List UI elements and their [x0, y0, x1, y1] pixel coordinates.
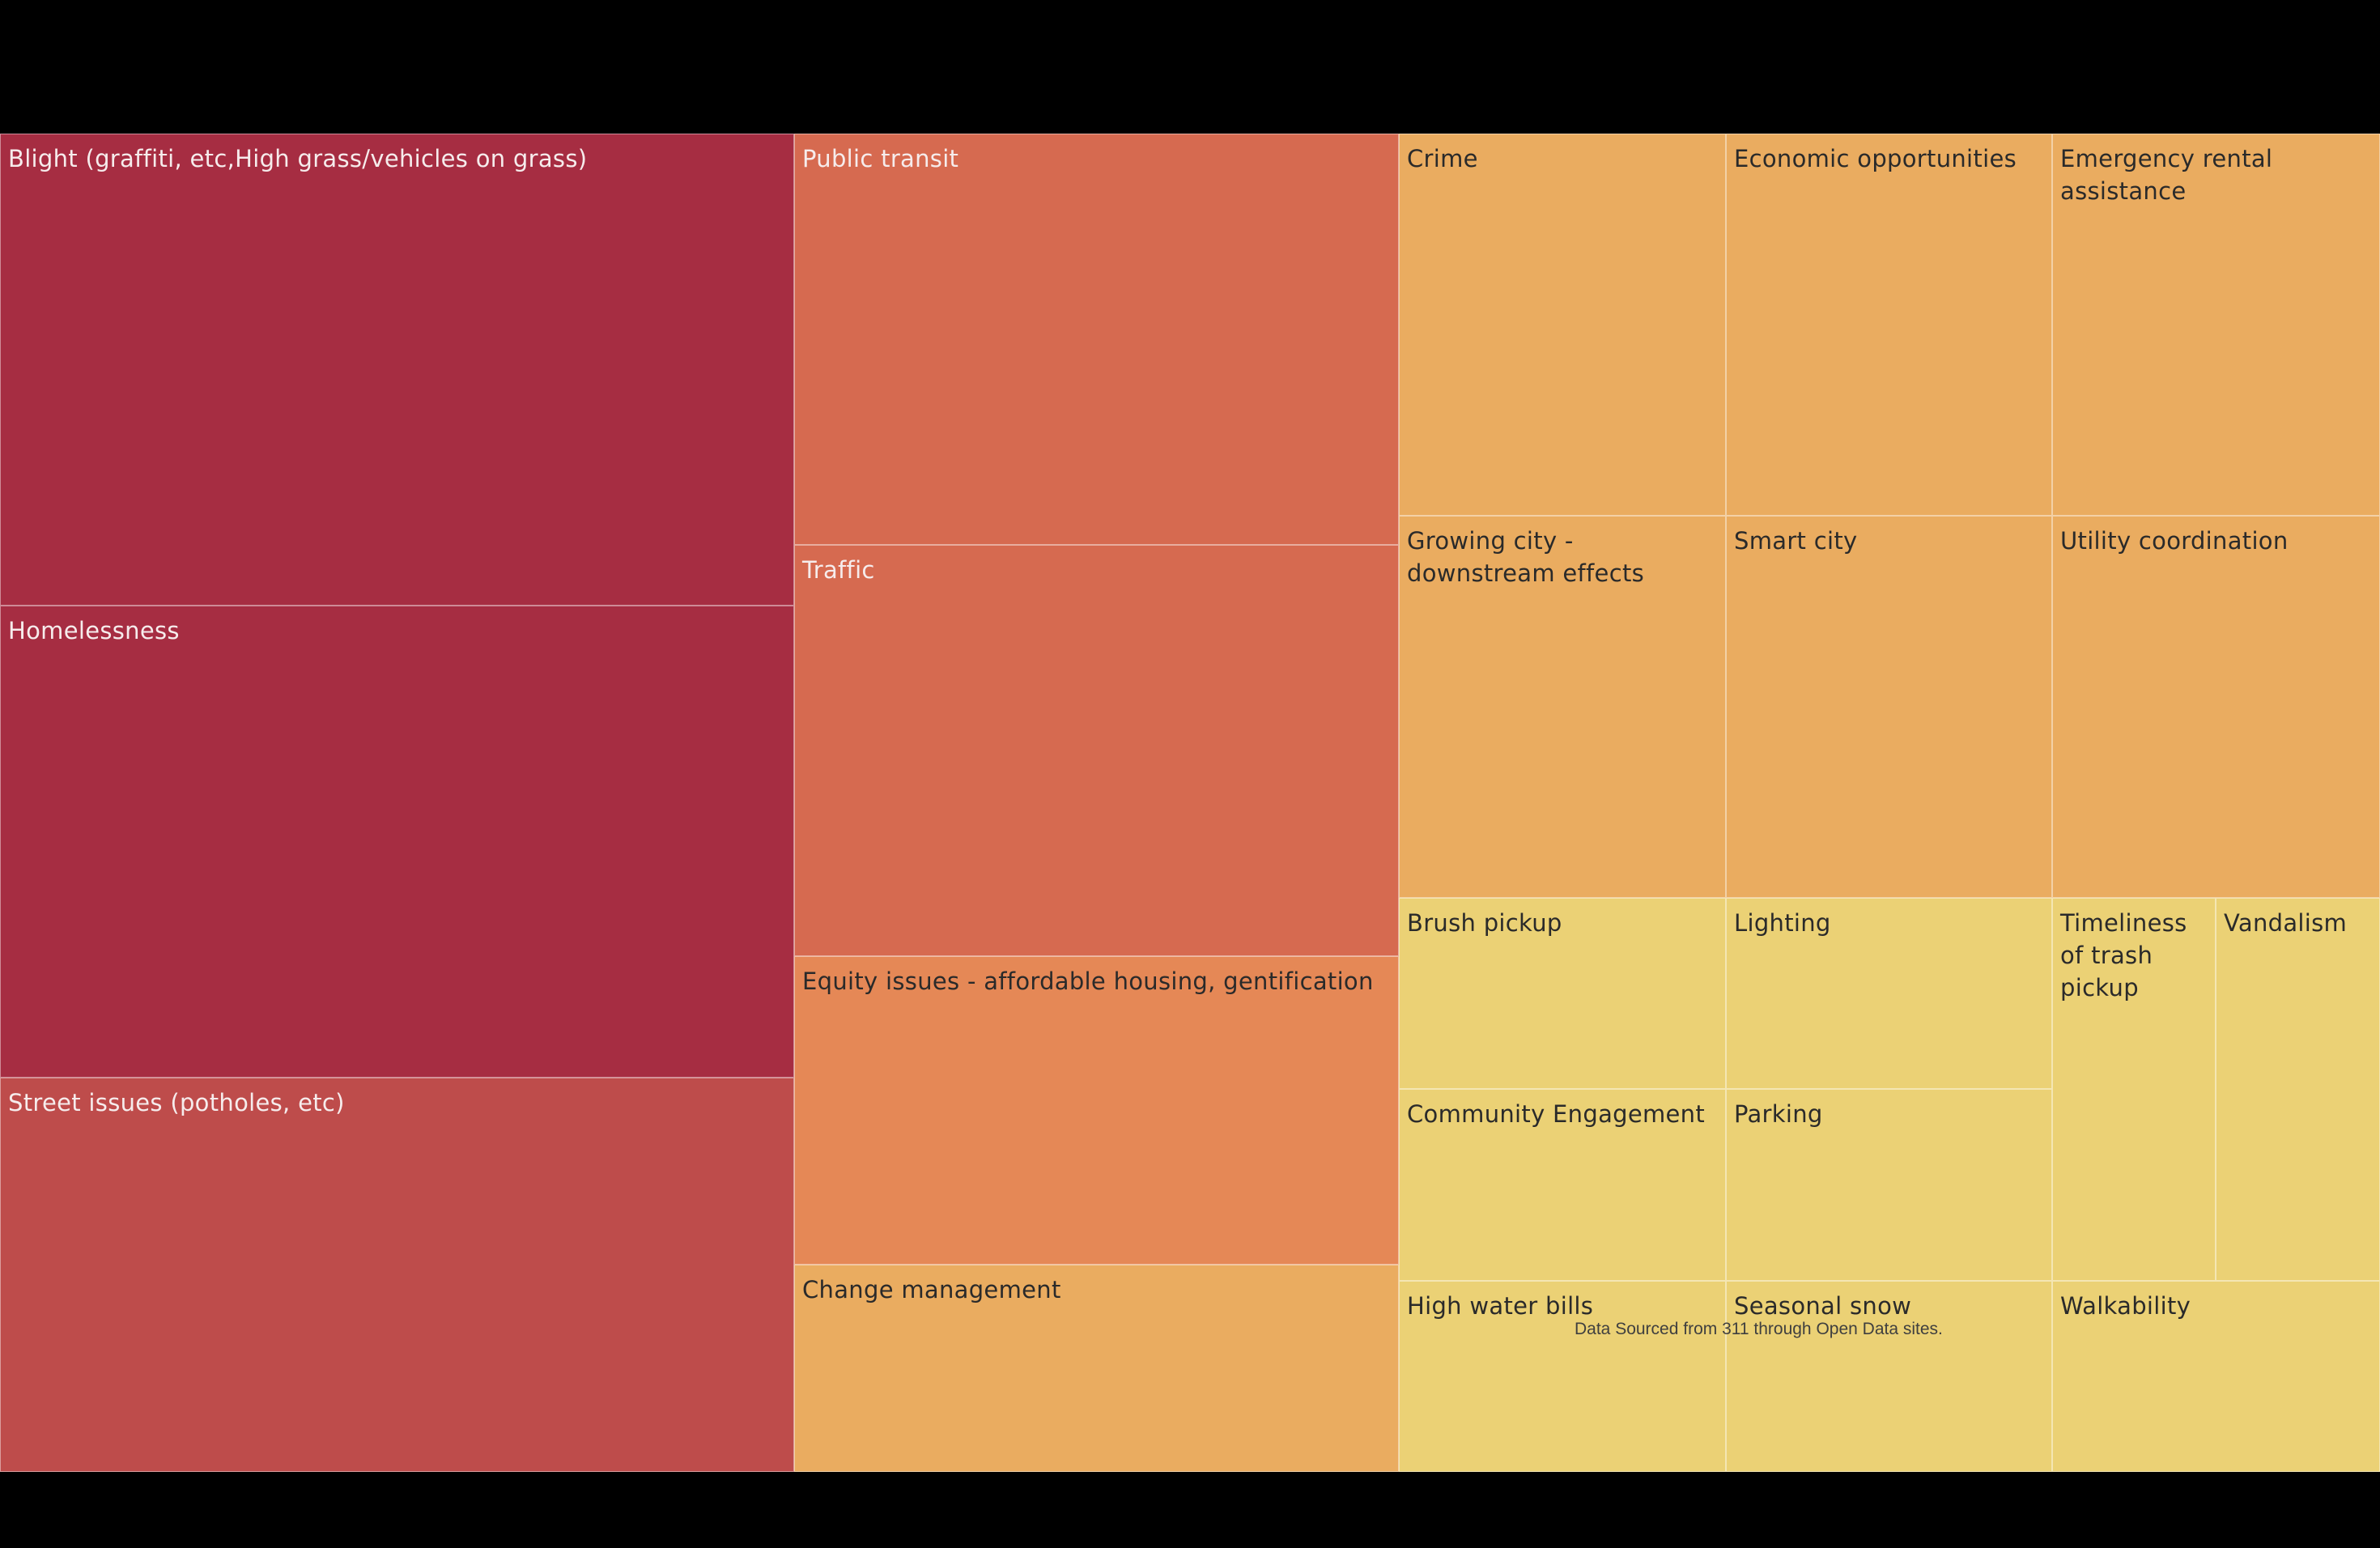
treemap-tile-traffic[interactable]: Traffic [794, 545, 1399, 956]
treemap-tile-label: Timeliness of trash pickup [2060, 909, 2187, 1002]
treemap-tile-growing-city-downstream-effects[interactable]: Growing city - downstream effects [1399, 516, 1726, 898]
treemap-tile-label: Utility coordination [2060, 527, 2289, 555]
treemap-tile-label: Equity issues - affordable housing, gent… [802, 968, 1374, 995]
treemap-tile-emergency-rental-assistance[interactable]: Emergency rental assistance [2052, 134, 2380, 516]
treemap-tile-public-transit[interactable]: Public transit [794, 134, 1399, 545]
treemap-tile-vandalism[interactable]: Vandalism [2216, 898, 2380, 1281]
treemap-tile-label: Smart city [1734, 527, 1858, 555]
treemap-tile-high-water-bills[interactable]: High water bills [1399, 1281, 1726, 1472]
treemap-tile-label: Blight (graffiti, etc,High grass/vehicle… [8, 145, 588, 172]
treemap-tile-label: High water bills [1407, 1292, 1594, 1320]
treemap-tile-walkability[interactable]: Walkability [2052, 1281, 2380, 1472]
treemap-tile-label: Emergency rental assistance [2060, 145, 2273, 205]
treemap-tile-community-engagement[interactable]: Community Engagement [1399, 1089, 1726, 1281]
treemap-tile-parking[interactable]: Parking [1726, 1089, 2052, 1281]
treemap-tile-label: Street issues (potholes, etc) [8, 1089, 345, 1116]
treemap-tile-label: Public transit [802, 145, 959, 172]
treemap-tile-crime[interactable]: Crime [1399, 134, 1726, 516]
treemap-tile-label: Homelessness [8, 617, 180, 644]
treemap-tile-label: Change management [802, 1276, 1061, 1303]
treemap-tile-equity-issues-affordable-housing-gentification[interactable]: Equity issues - affordable housing, gent… [794, 956, 1399, 1265]
treemap: Blight (graffiti, etc,High grass/vehicle… [0, 134, 2380, 1472]
treemap-tile-lighting[interactable]: Lighting [1726, 898, 2052, 1089]
treemap-tile-label: Walkability [2060, 1292, 2191, 1320]
treemap-tile-blight-graffiti-etc-high-grass-vehicles-on-grass[interactable]: Blight (graffiti, etc,High grass/vehicle… [0, 134, 794, 606]
treemap-tile-label: Lighting [1734, 909, 1831, 937]
treemap-tile-street-issues-potholes-etc[interactable]: Street issues (potholes, etc) [0, 1078, 794, 1472]
treemap-tile-smart-city[interactable]: Smart city [1726, 516, 2052, 898]
treemap-tile-label: Growing city - downstream effects [1407, 527, 1645, 587]
treemap-tile-label: Vandalism [2224, 909, 2348, 937]
treemap-tile-timeliness-of-trash-pickup[interactable]: Timeliness of trash pickup [2052, 898, 2216, 1281]
treemap-tile-economic-opportunities[interactable]: Economic opportunities [1726, 134, 2052, 516]
treemap-tile-label: Crime [1407, 145, 1478, 172]
treemap-tile-label: Economic opportunities [1734, 145, 2017, 172]
treemap-tile-label: Seasonal snow [1734, 1292, 1912, 1320]
treemap-tile-label: Traffic [802, 556, 875, 584]
treemap-tile-label: Parking [1734, 1100, 1823, 1128]
treemap-tile-homelessness[interactable]: Homelessness [0, 606, 794, 1078]
treemap-tile-utility-coordination[interactable]: Utility coordination [2052, 516, 2380, 898]
data-source-note: Data Sourced from 311 through Open Data … [1575, 1320, 1943, 1338]
treemap-tile-seasonal-snow[interactable]: Seasonal snow [1726, 1281, 2052, 1472]
treemap-tile-label: Brush pickup [1407, 909, 1562, 937]
treemap-tile-change-management[interactable]: Change management [794, 1265, 1399, 1472]
treemap-tile-brush-pickup[interactable]: Brush pickup [1399, 898, 1726, 1089]
treemap-tile-label: Community Engagement [1407, 1100, 1706, 1128]
